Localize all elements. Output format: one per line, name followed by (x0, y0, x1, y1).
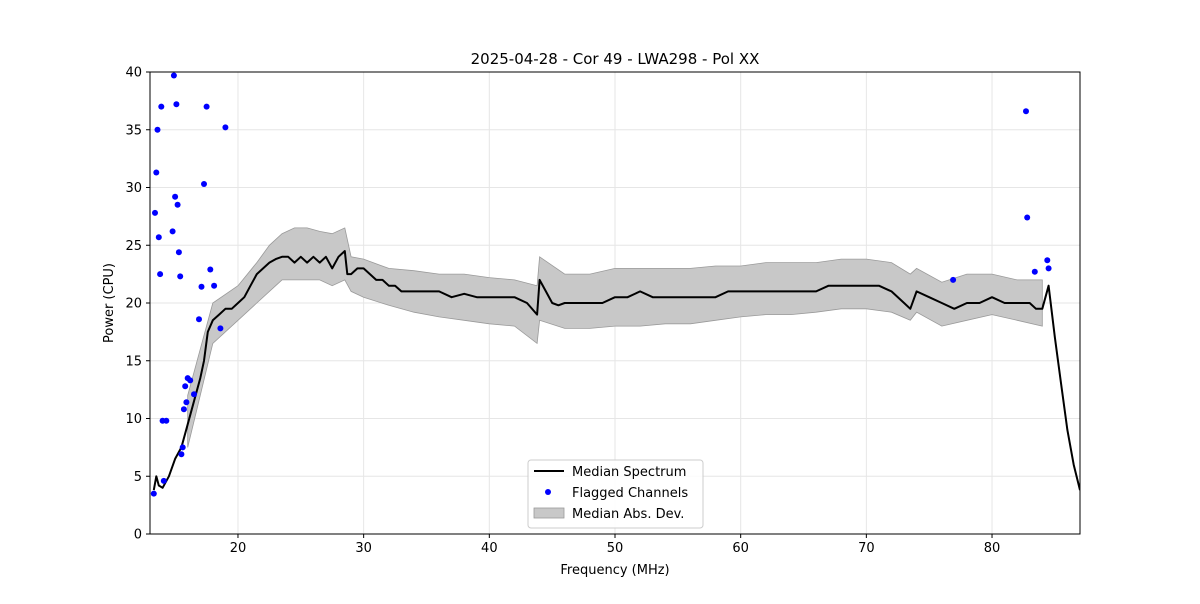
y-tick-label: 10 (125, 412, 142, 427)
flagged-channel-point (191, 391, 197, 398)
flagged-channel-point (217, 325, 224, 332)
flagged-channel-point (174, 201, 181, 208)
flagged-channel-point (196, 316, 202, 323)
x-axis-label: Frequency (MHz) (560, 563, 669, 578)
y-tick-label: 35 (125, 123, 142, 138)
flagged-channel-point (201, 181, 207, 187)
flagged-channel-point (1045, 265, 1052, 272)
legend-mad-swatch (533, 507, 565, 519)
flagged-channel-point (187, 377, 194, 384)
flagged-channel-point (169, 228, 176, 235)
x-tick-label: 20 (230, 541, 247, 556)
flagged-channel-point (203, 103, 210, 110)
flagged-channel-point (211, 282, 218, 289)
flagged-channel-point (177, 273, 184, 280)
flagged-channel-point (154, 126, 161, 133)
flagged-channel-point (152, 209, 158, 216)
flagged-channel-point (155, 234, 162, 241)
y-tick-label: 30 (125, 181, 142, 196)
legend-flagged-swatch (545, 489, 551, 495)
legend-box (527, 459, 704, 529)
flagged-channel-point (1031, 268, 1038, 275)
flagged-channel-point (158, 103, 165, 110)
x-tick-label: 70 (858, 541, 875, 556)
flagged-channel-point (182, 383, 189, 390)
y-tick-label: 40 (125, 66, 142, 81)
flagged-channel-point (179, 444, 186, 451)
flagged-channel-point (1023, 108, 1029, 115)
flagged-channel-point (170, 72, 177, 79)
y-tick-label: 5 (134, 470, 142, 485)
flagged-channel-point (222, 124, 229, 131)
x-tick-label: 30 (355, 541, 372, 556)
flagged-points-layer (150, 72, 1052, 497)
legend-mad-label: Median Abs. Dev. (572, 507, 684, 522)
legend-median-label: Median Spectrum (572, 465, 686, 480)
flagged-channel-point (180, 406, 187, 413)
y-tick-label: 15 (125, 354, 142, 369)
flagged-channel-point (178, 451, 185, 458)
flagged-channel-point (183, 399, 190, 406)
mad-band-layer (187, 227, 1043, 448)
x-tick-label: 40 (481, 541, 498, 556)
flagged-channel-point (175, 249, 182, 256)
axis-ticks: 20 30 40 50 60 70 80 0 5 10 15 20 25 30 35 40 (125, 66, 1000, 557)
y-tick-label: 0 (134, 528, 142, 543)
x-tick-label: 80 (984, 541, 1001, 556)
x-tick-label: 60 (732, 541, 749, 556)
flagged-channel-point (198, 283, 205, 290)
y-axis-label: Power (CPU) (102, 263, 117, 343)
flagged-channel-point (207, 266, 214, 273)
flagged-channel-point (950, 276, 957, 283)
median-spectrum-line (152, 250, 1080, 491)
flagged-channel-point (163, 417, 170, 424)
flagged-channel-point (150, 490, 157, 497)
flagged-channel-point (1044, 257, 1051, 264)
flagged-channel-point (157, 271, 164, 278)
flagged-channel-point (160, 477, 167, 484)
flagged-channel-point (173, 101, 180, 108)
median-line-layer (152, 250, 1080, 491)
flagged-channel-point (153, 169, 160, 176)
y-tick-label: 25 (125, 239, 142, 254)
legend: Median Spectrum Flagged Channels Median … (527, 459, 704, 529)
flagged-channel-point (1024, 214, 1031, 221)
legend-flagged-label: Flagged Channels (572, 486, 688, 501)
mad-band (187, 227, 1043, 448)
x-tick-label: 50 (607, 541, 624, 556)
flagged-channel-point (172, 193, 179, 200)
chart-title: 2025-04-28 - Cor 49 - LWA298 - Pol XX (471, 50, 760, 68)
y-tick-label: 20 (125, 297, 142, 312)
